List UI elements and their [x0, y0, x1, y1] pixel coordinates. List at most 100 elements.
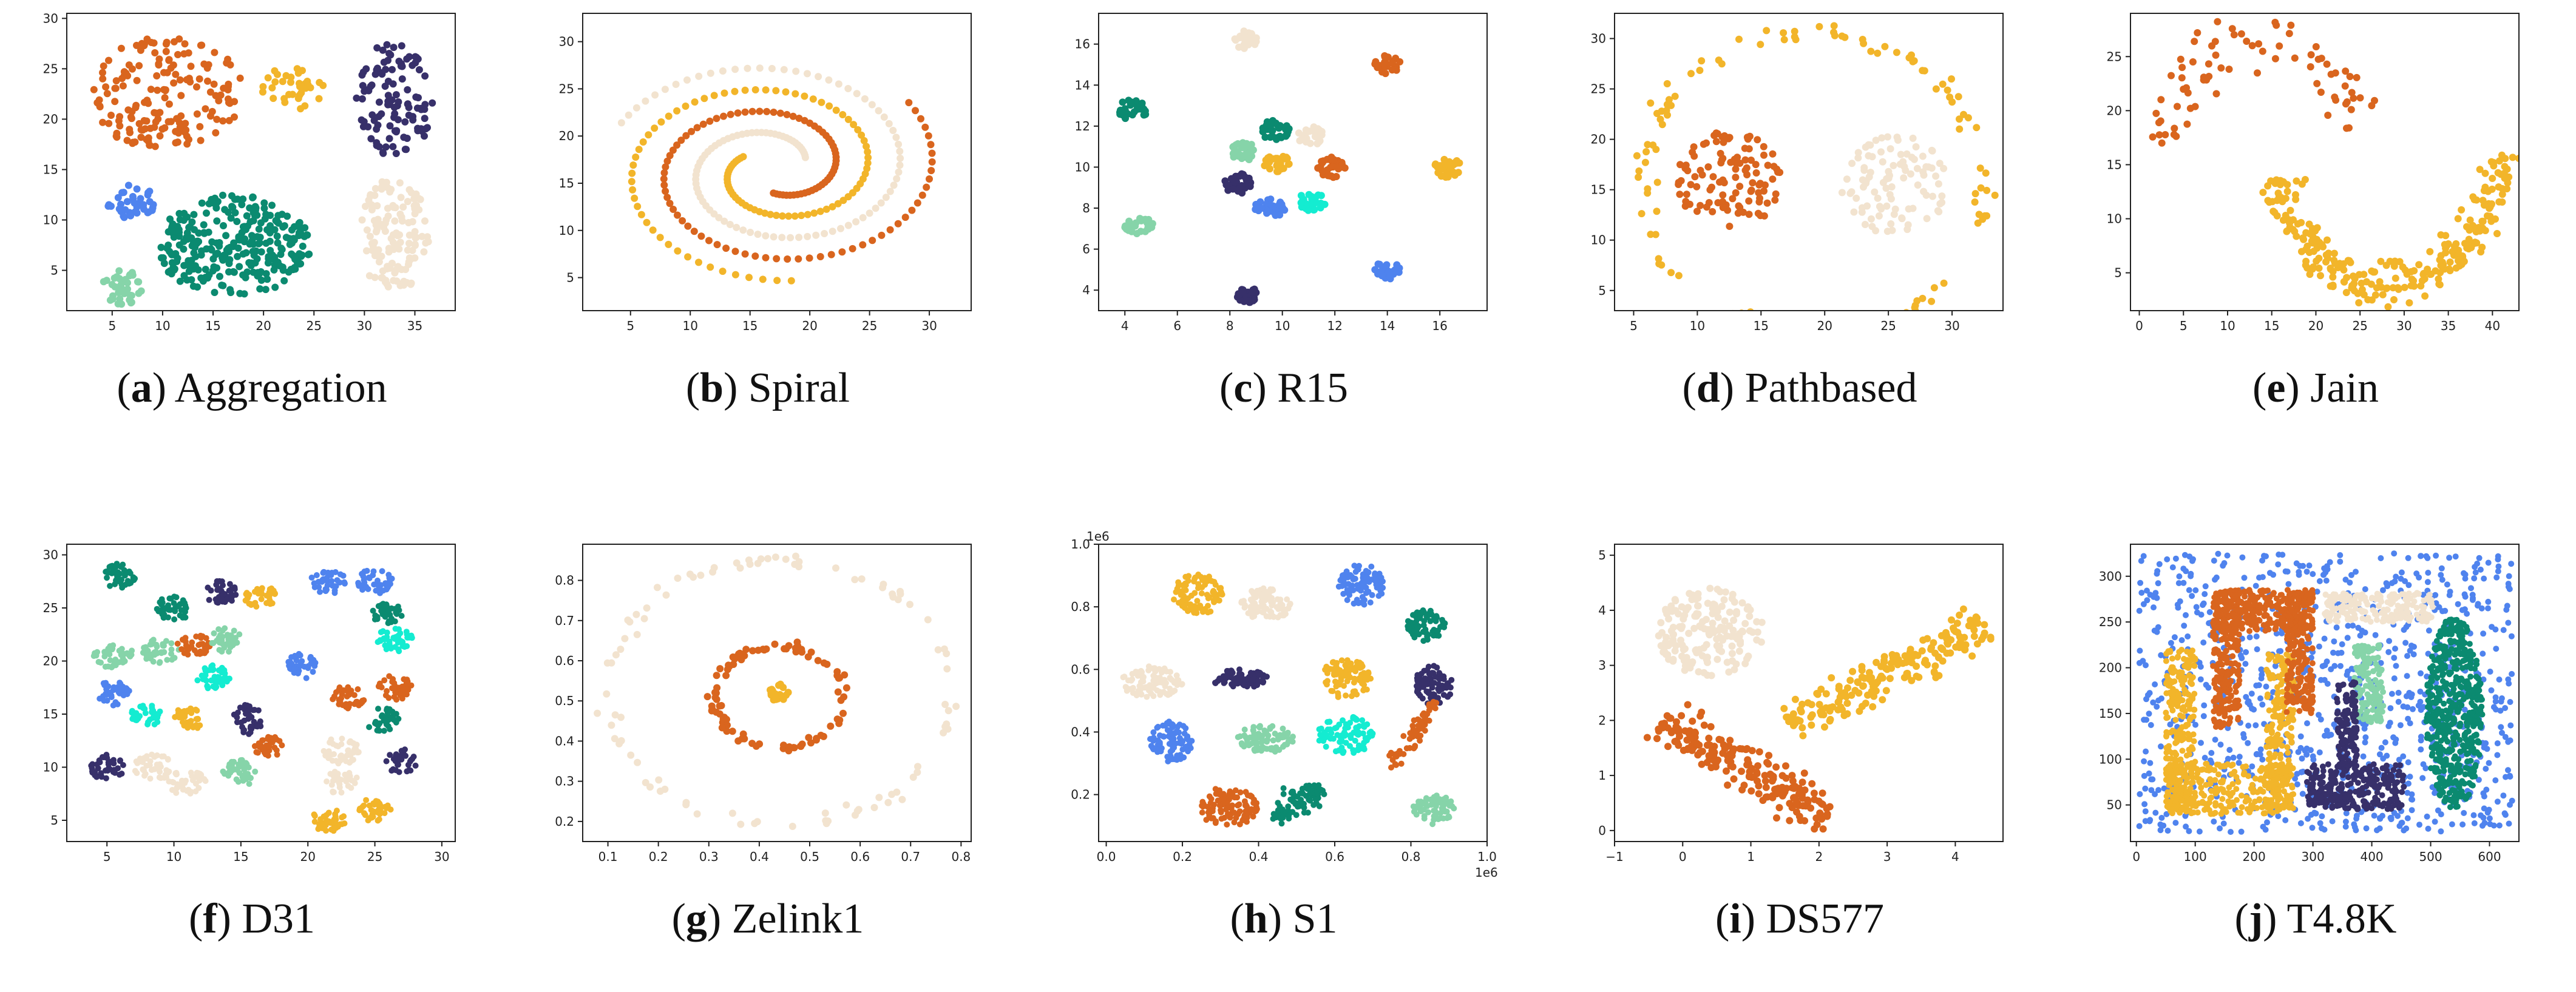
point: [358, 806, 364, 812]
point: [206, 597, 212, 603]
point: [1983, 212, 1990, 220]
point: [389, 143, 396, 150]
point: [104, 575, 110, 581]
series-f-10: [175, 633, 213, 658]
point: [1868, 322, 1875, 329]
point: [791, 90, 799, 98]
point: [2302, 176, 2309, 183]
point: [762, 232, 769, 240]
point: [207, 667, 213, 673]
point: [1341, 683, 1347, 689]
point: [305, 251, 312, 258]
point: [401, 118, 408, 126]
point: [1389, 66, 1396, 73]
point: [1311, 128, 1318, 135]
point: [294, 65, 301, 72]
point: [1173, 741, 1179, 747]
point: [183, 635, 189, 641]
point: [719, 724, 726, 732]
point: [2318, 241, 2325, 248]
point: [126, 126, 133, 133]
point: [1275, 596, 1281, 602]
x-tick-label: 30: [2396, 319, 2412, 333]
point: [1324, 156, 1331, 163]
point: [1658, 107, 1666, 115]
point: [1355, 600, 1361, 606]
point: [408, 633, 415, 639]
point: [1263, 729, 1269, 735]
point: [152, 143, 159, 150]
series-a-3: [104, 182, 157, 221]
point: [218, 282, 225, 289]
point: [1848, 325, 1856, 332]
point: [92, 772, 98, 778]
point: [1757, 41, 1764, 48]
point: [411, 205, 418, 212]
point: [248, 729, 254, 735]
point: [404, 86, 411, 93]
point: [177, 76, 184, 84]
point: [828, 251, 835, 258]
point: [1340, 750, 1346, 756]
point: [2157, 96, 2164, 103]
point: [393, 150, 400, 157]
point: [2469, 194, 2476, 201]
point: [274, 747, 280, 754]
point: [325, 810, 331, 816]
point: [940, 729, 947, 737]
point: [1388, 750, 1394, 756]
point: [2489, 186, 2496, 193]
point: [1285, 161, 1292, 168]
point: [771, 691, 779, 698]
point: [166, 607, 172, 613]
point: [122, 658, 128, 664]
point: [256, 590, 262, 596]
point: [321, 569, 327, 575]
point: [237, 75, 244, 82]
point: [160, 643, 166, 649]
y-tick-label: 15: [43, 707, 58, 721]
point: [247, 218, 254, 226]
point: [2156, 131, 2163, 138]
point: [421, 115, 429, 122]
plot-frame: [1099, 13, 1487, 311]
point: [260, 200, 268, 207]
point: [2254, 69, 2261, 76]
point: [393, 697, 399, 703]
point: [240, 251, 247, 258]
point: [2243, 38, 2250, 45]
point: [143, 644, 149, 650]
point: [154, 115, 161, 123]
point: [1654, 179, 1661, 186]
point: [410, 195, 418, 203]
point: [107, 690, 114, 696]
point: [2318, 55, 2325, 62]
series-a-2: [353, 41, 436, 157]
point: [654, 584, 661, 591]
point: [897, 161, 904, 169]
point: [1690, 152, 1698, 160]
point: [844, 85, 852, 92]
point: [153, 642, 159, 648]
point: [124, 198, 131, 205]
point: [1763, 27, 1770, 34]
point: [203, 645, 209, 651]
point: [1341, 582, 1347, 588]
point: [825, 76, 832, 84]
point: [2315, 255, 2322, 262]
point: [135, 278, 142, 286]
point: [2330, 268, 2337, 275]
point: [837, 225, 844, 232]
point: [196, 123, 203, 130]
point: [763, 108, 770, 115]
point: [400, 687, 406, 693]
point: [313, 660, 319, 666]
point: [917, 115, 924, 123]
point: [421, 101, 429, 108]
point: [1708, 184, 1715, 191]
point: [1868, 223, 1876, 230]
point: [371, 274, 379, 281]
point: [1147, 736, 1153, 742]
point: [859, 214, 867, 221]
